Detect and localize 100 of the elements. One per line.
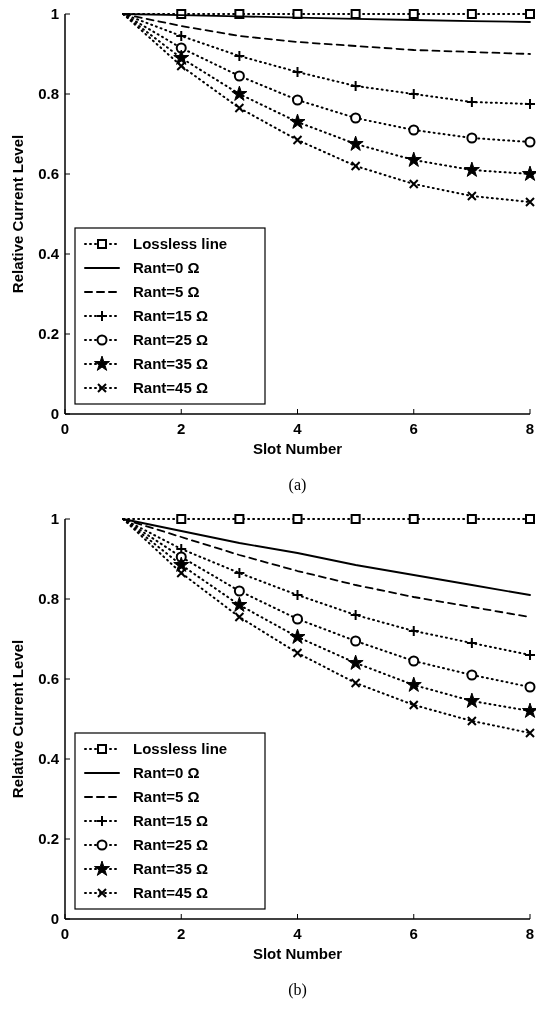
y-tick-label: 0.4 — [38, 750, 60, 767]
y-axis-title: Relative Current Level — [9, 639, 26, 799]
point — [524, 681, 536, 693]
x-axis-title: Slot Number — [252, 440, 343, 457]
point — [233, 585, 245, 597]
point — [350, 635, 362, 647]
point — [521, 702, 536, 718]
point — [350, 9, 361, 19]
point — [234, 514, 245, 524]
point — [405, 676, 422, 692]
x-tick-label: 4 — [293, 925, 303, 942]
point — [463, 161, 480, 177]
point — [466, 669, 478, 681]
x-tick-label: 2 — [177, 925, 186, 942]
point — [408, 700, 419, 710]
y-tick-label: 0.6 — [38, 670, 59, 687]
point — [350, 161, 361, 171]
x-tick-label: 8 — [525, 420, 535, 437]
x-tick-label: 6 — [409, 925, 418, 942]
legend-label: Rant=0 Ω — [133, 764, 200, 781]
legend-label: Rant=45 Ω — [133, 379, 208, 396]
y-tick-label: 0.2 — [38, 325, 59, 342]
point — [175, 30, 188, 42]
legend-label: Rant=25 Ω — [133, 331, 208, 348]
point — [347, 654, 364, 670]
point — [350, 514, 361, 524]
x-tick-label: 2 — [177, 420, 186, 437]
legend-label: Lossless line — [133, 740, 228, 757]
point — [466, 191, 477, 201]
point — [234, 612, 245, 622]
point — [465, 637, 478, 649]
point — [350, 112, 362, 124]
x-tick-label: 6 — [409, 420, 418, 437]
point — [349, 80, 362, 92]
y-tick-label: 0.8 — [38, 590, 59, 607]
point — [465, 96, 478, 108]
legend-label: Rant=25 Ω — [133, 836, 208, 853]
legend-label: Lossless line — [133, 235, 228, 252]
point — [521, 165, 536, 181]
point — [291, 66, 304, 78]
point — [466, 9, 477, 19]
legend-label: Rant=15 Ω — [133, 812, 208, 829]
point — [176, 514, 187, 524]
legend-label: Rant=5 Ω — [133, 283, 200, 300]
point — [292, 94, 303, 106]
point — [408, 514, 419, 524]
x-axis-title: Slot Number — [252, 945, 343, 962]
legend-label: Rant=35 Ω — [133, 860, 208, 877]
point — [289, 113, 306, 129]
point — [292, 514, 303, 524]
point — [407, 88, 420, 100]
legend-label: Rant=0 Ω — [133, 259, 200, 276]
point — [407, 625, 420, 637]
point — [231, 85, 248, 101]
x-tick-label: 4 — [293, 420, 303, 437]
point — [233, 70, 245, 82]
point — [524, 98, 536, 110]
y-tick-label: 1 — [50, 510, 59, 527]
point — [176, 568, 187, 578]
point — [525, 514, 535, 524]
point — [466, 716, 477, 726]
legend-label: Rant=15 Ω — [133, 307, 208, 324]
point — [231, 596, 248, 612]
point — [291, 589, 304, 601]
y-tick-label: 0.6 — [38, 165, 59, 182]
point — [524, 649, 536, 661]
x-tick-label: 8 — [525, 925, 535, 942]
point — [233, 567, 246, 579]
text: (a) — [288, 476, 307, 494]
y-tick-label: 0 — [50, 405, 59, 422]
text: (b) — [288, 981, 307, 999]
point — [408, 124, 420, 136]
point — [408, 9, 419, 19]
point — [525, 728, 535, 738]
point — [292, 135, 303, 145]
point — [405, 151, 422, 167]
point — [408, 655, 420, 667]
y-tick-label: 1 — [50, 5, 59, 22]
point — [176, 61, 187, 71]
point — [292, 648, 303, 658]
point — [292, 613, 303, 625]
legend-label: Rant=5 Ω — [133, 788, 200, 805]
point — [350, 678, 361, 688]
legend-label: Rant=45 Ω — [133, 884, 208, 901]
point — [349, 609, 362, 621]
point — [524, 136, 536, 148]
y-tick-label: 0 — [50, 910, 59, 927]
point — [408, 179, 419, 189]
point — [289, 628, 306, 644]
point — [463, 692, 480, 708]
y-axis-title: Relative Current Level — [9, 134, 26, 294]
y-tick-label: 0.8 — [38, 85, 59, 102]
legend-label: Rant=35 Ω — [133, 355, 208, 372]
point — [466, 132, 478, 144]
point — [466, 514, 477, 524]
point — [525, 197, 535, 207]
point — [233, 50, 246, 62]
y-tick-label: 0.4 — [38, 245, 60, 262]
y-tick-label: 0.2 — [38, 830, 59, 847]
point — [234, 103, 245, 113]
